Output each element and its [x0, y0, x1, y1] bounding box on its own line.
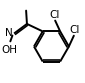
Text: Cl: Cl — [49, 10, 59, 20]
Text: N: N — [5, 28, 13, 38]
Text: Cl: Cl — [69, 25, 80, 35]
Text: OH: OH — [1, 45, 17, 55]
